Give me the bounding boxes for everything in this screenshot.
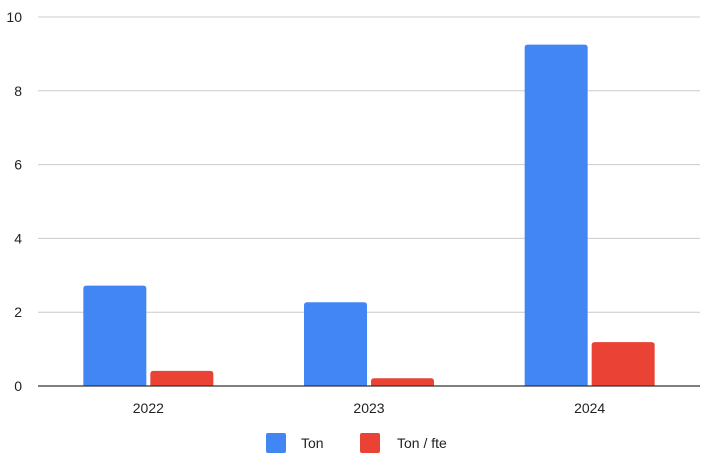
x-axis: 2022 2023 2024: [133, 400, 606, 416]
x-tick-label: 2023: [353, 400, 384, 416]
bar-ton-2024: [524, 44, 588, 387]
bar-ton-fte-2023: [371, 378, 434, 386]
legend-label: Ton / fte: [397, 435, 447, 451]
x-tick-label: 2022: [133, 400, 164, 416]
bar-ton-2023: [304, 302, 367, 386]
x-tick-label: 2024: [574, 400, 605, 416]
y-axis: 0 2 4 6 8 10: [6, 9, 22, 394]
legend-swatch: [266, 433, 286, 453]
legend-swatch: [360, 433, 380, 453]
bar-ton-fte-2022: [150, 370, 214, 386]
bar-ton-fte-2024: [591, 342, 655, 386]
legend-label: Ton: [301, 435, 324, 451]
gridlines: [38, 16, 700, 313]
y-tick-label: 2: [14, 304, 22, 320]
bar-ton-2022: [83, 285, 147, 386]
legend: Ton Ton / fte: [266, 433, 447, 453]
y-tick-label: 4: [14, 230, 22, 246]
bars: [83, 44, 655, 387]
y-tick-label: 0: [14, 378, 22, 394]
y-tick-label: 6: [14, 157, 22, 173]
y-tick-label: 8: [14, 83, 22, 99]
y-tick-label: 10: [6, 9, 22, 25]
